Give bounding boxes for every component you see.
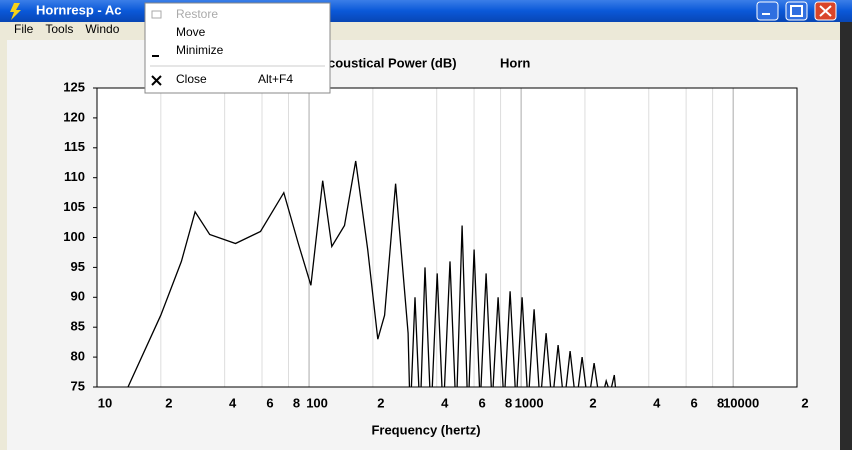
- x-tick-label: 6: [266, 395, 273, 410]
- y-tick-label: 90: [71, 289, 85, 304]
- x-axis-label: Frequency (hertz): [371, 422, 480, 437]
- x-tick-label: 4: [229, 395, 237, 410]
- menu-bar: [0, 22, 852, 40]
- window-edge: [840, 22, 852, 450]
- y-tick-label: 80: [71, 349, 85, 364]
- x-tick-label: 1000: [515, 395, 544, 410]
- y-tick-label: 75: [71, 378, 85, 393]
- minimize-icon: [762, 13, 770, 15]
- y-tick-label: 105: [63, 199, 85, 214]
- shortcut: Alt+F4: [258, 72, 293, 86]
- x-tick-label: 2: [801, 395, 808, 410]
- chart-subtitle: Horn: [500, 55, 530, 70]
- x-tick-label: 8: [717, 395, 724, 410]
- close-icon: [819, 5, 832, 17]
- menu-item[interactable]: Minimize: [176, 43, 224, 57]
- y-tick-label: 125: [63, 79, 85, 94]
- title-bar: [0, 0, 852, 22]
- menu-bar-item[interactable]: File: [14, 22, 34, 36]
- x-tick-label: 6: [478, 395, 485, 410]
- window-title: Hornresp - Ac: [36, 2, 121, 17]
- restore-icon: [151, 10, 162, 19]
- x-tick-label: 2: [377, 395, 384, 410]
- x-tick-label: 8: [293, 395, 300, 410]
- y-tick-label: 85: [71, 319, 85, 334]
- x-tick-label: 10: [98, 395, 112, 410]
- close-icon: [151, 75, 162, 86]
- menu-bar-item[interactable]: Tools: [45, 22, 73, 36]
- y-tick-label: 110: [64, 169, 85, 184]
- x-tick-label: 100: [306, 395, 328, 410]
- menu-item[interactable]: Restore: [176, 7, 218, 21]
- x-tick-label: 2: [589, 395, 596, 410]
- minimize-icon: [152, 55, 159, 57]
- response-curve: [127, 160, 617, 387]
- y-tick-label: 100: [63, 229, 85, 244]
- x-tick-label: 8: [505, 395, 512, 410]
- x-tick-label: 4: [653, 395, 661, 410]
- menu-item[interactable]: Move: [176, 25, 206, 39]
- y-tick-label: 120: [63, 109, 85, 124]
- context-menu: [144, 2, 331, 94]
- maximize-button[interactable]: [785, 1, 808, 21]
- minimize-button[interactable]: [756, 1, 779, 21]
- app-icon: [10, 3, 21, 20]
- menu-item[interactable]: Close: [176, 72, 207, 86]
- y-tick-label: 95: [71, 259, 85, 274]
- x-tick-label: 4: [441, 395, 449, 410]
- maximize-icon: [790, 5, 803, 17]
- y-tick-label: 115: [64, 139, 85, 154]
- x-tick-label: 2: [165, 395, 172, 410]
- x-tick-label: 6: [691, 395, 698, 410]
- chart-title: coustical Power (dB): [328, 55, 457, 70]
- menu-bar-item[interactable]: Windo: [85, 22, 119, 36]
- plot-border: [96, 87, 798, 388]
- x-tick-label: 10000: [723, 395, 759, 410]
